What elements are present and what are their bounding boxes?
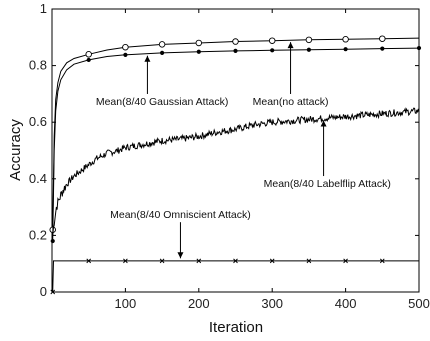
- annotation-label: Mean(8/40 Labelflip Attack): [264, 178, 391, 190]
- series-marker-dot: [123, 52, 128, 57]
- y-tick-label: 0: [40, 284, 47, 299]
- series-marker-x: [379, 258, 385, 264]
- y-axis-label: Accuracy: [7, 119, 24, 181]
- series-marker-x: [123, 258, 128, 264]
- series-marker-dot: [86, 57, 91, 63]
- plot-frame: [51, 8, 420, 293]
- y-tick-label: 0.8: [29, 58, 47, 73]
- series-marker-circle: [268, 37, 276, 44]
- series-marker-circle: [342, 36, 349, 43]
- y-tick-label: 0.2: [29, 227, 47, 242]
- annotation-arrow-head: [320, 120, 327, 127]
- y-tick-label: 1: [40, 1, 47, 16]
- series-marker-x: [306, 258, 312, 264]
- series-marker-dot: [160, 50, 165, 55]
- annotation-arrow-head: [287, 42, 294, 49]
- x-tick-label: 100: [115, 296, 137, 311]
- annotation-label: Mean(8/40 Omniscient Attack): [110, 209, 251, 221]
- series-marker-circle: [379, 35, 386, 42]
- x-tick-label: 500: [408, 296, 430, 311]
- x-tick-label: 200: [188, 296, 210, 311]
- annotation-label: Mean(no attack): [253, 96, 329, 108]
- series-marker-circle: [85, 51, 92, 58]
- series-marker-dot: [233, 48, 238, 53]
- series-marker-x: [196, 258, 202, 264]
- annotation-label: Mean(8/40 Gaussian Attack): [96, 96, 229, 108]
- x-tick-label: 400: [335, 296, 357, 311]
- series-marker-circle: [122, 43, 129, 51]
- series-marker-circle: [305, 36, 313, 44]
- y-tick-label: 0.6: [29, 114, 47, 129]
- series-marker-dot: [380, 46, 385, 51]
- x-tick-label: 300: [261, 296, 283, 311]
- series-marker-dot: [196, 49, 201, 54]
- series-line-1: [52, 47, 420, 242]
- series-marker-circle: [195, 39, 203, 47]
- series-marker-x: [269, 258, 275, 264]
- plot-area: 100 200 300 400 500 0 0.2 0.4 0.6 0.8 1 Mean(8/40 G…: [29, 1, 430, 311]
- series-marker-x: [50, 289, 56, 295]
- series-marker-x: [159, 258, 165, 264]
- series-marker-dot: [270, 48, 275, 53]
- series-marker-dot: [343, 47, 348, 52]
- series-line-2: [52, 107, 420, 236]
- series-marker-dot: [416, 45, 422, 51]
- series-marker-dot: [306, 47, 311, 52]
- series-marker-dot: [50, 238, 55, 244]
- series-marker-x: [233, 258, 238, 264]
- series-marker-x: [86, 258, 92, 264]
- y-tick-label: 0.4: [29, 171, 47, 186]
- series-marker-x: [343, 258, 348, 264]
- annotation-arrow-head: [177, 252, 184, 259]
- x-axis-label: Iteration: [209, 319, 263, 336]
- series-marker-circle: [158, 41, 166, 48]
- annotation-arrow-head: [144, 55, 151, 62]
- series-line-0: [52, 37, 420, 230]
- series-marker-circle: [232, 38, 239, 45]
- series-line-3: [52, 260, 419, 293]
